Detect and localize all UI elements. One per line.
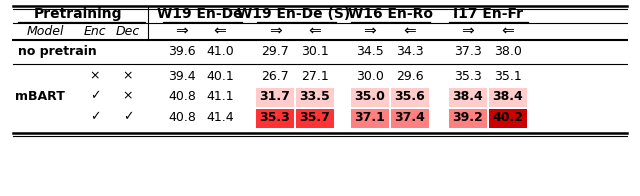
Text: 41.1: 41.1	[206, 90, 234, 103]
Text: ⇒: ⇒	[269, 24, 282, 38]
Text: 41.0: 41.0	[206, 44, 234, 57]
Text: 34.3: 34.3	[396, 44, 424, 57]
Text: Pretraining: Pretraining	[34, 7, 122, 21]
Text: ⇒: ⇒	[364, 24, 376, 38]
Text: ⇐: ⇐	[214, 24, 227, 38]
Text: 35.0: 35.0	[355, 90, 385, 103]
Text: 35.3: 35.3	[260, 111, 291, 123]
Text: 38.4: 38.4	[493, 90, 524, 103]
Text: ⇒: ⇒	[175, 24, 188, 38]
Text: 33.5: 33.5	[300, 90, 330, 103]
Text: 38.4: 38.4	[452, 90, 483, 103]
Text: 29.7: 29.7	[261, 44, 289, 57]
Text: 37.4: 37.4	[395, 111, 426, 123]
Text: Dec: Dec	[116, 24, 140, 37]
Text: 37.1: 37.1	[355, 111, 385, 123]
Text: Enc: Enc	[84, 24, 106, 37]
Text: 27.1: 27.1	[301, 70, 329, 83]
Text: Model: Model	[26, 24, 64, 37]
Text: W19 En-De (S): W19 En-De (S)	[237, 7, 351, 21]
Text: 40.8: 40.8	[168, 111, 196, 123]
Text: ✓: ✓	[90, 111, 100, 123]
Bar	[489, 87, 527, 106]
Bar	[449, 87, 487, 106]
Text: 31.7: 31.7	[260, 90, 291, 103]
Text: 34.5: 34.5	[356, 44, 384, 57]
Text: 26.7: 26.7	[261, 70, 289, 83]
Text: ×: ×	[90, 70, 100, 83]
Text: ×: ×	[123, 70, 133, 83]
Text: 40.1: 40.1	[206, 70, 234, 83]
Text: 37.3: 37.3	[454, 44, 482, 57]
Text: ✓: ✓	[123, 111, 133, 123]
Text: 29.6: 29.6	[396, 70, 424, 83]
Text: 39.2: 39.2	[452, 111, 483, 123]
Text: 35.6: 35.6	[395, 90, 426, 103]
Bar	[449, 109, 487, 128]
Bar	[256, 109, 294, 128]
Text: ⇐: ⇐	[502, 24, 515, 38]
Bar	[351, 109, 389, 128]
Text: 30.1: 30.1	[301, 44, 329, 57]
Text: 35.3: 35.3	[454, 70, 482, 83]
Text: 30.0: 30.0	[356, 70, 384, 83]
Text: ⇒: ⇒	[461, 24, 474, 38]
Text: 41.4: 41.4	[206, 111, 234, 123]
Bar	[296, 87, 334, 106]
Text: ✓: ✓	[90, 90, 100, 103]
Bar	[391, 87, 429, 106]
Text: I17 En-Fr: I17 En-Fr	[453, 7, 523, 21]
Bar	[391, 109, 429, 128]
Text: ⇐: ⇐	[404, 24, 417, 38]
Text: 40.2: 40.2	[493, 111, 524, 123]
Text: ×: ×	[123, 90, 133, 103]
Text: 35.1: 35.1	[494, 70, 522, 83]
Text: mBART: mBART	[15, 90, 65, 103]
Text: 39.4: 39.4	[168, 70, 196, 83]
Text: ⇐: ⇐	[308, 24, 321, 38]
Bar	[256, 87, 294, 106]
Text: W16 En-Ro: W16 En-Ro	[348, 7, 433, 21]
Text: W19 En-De: W19 En-De	[157, 7, 243, 21]
Text: 35.7: 35.7	[300, 111, 330, 123]
Text: 40.8: 40.8	[168, 90, 196, 103]
Bar	[296, 109, 334, 128]
Text: 38.0: 38.0	[494, 44, 522, 57]
Text: no pretrain: no pretrain	[18, 44, 97, 57]
Text: 39.6: 39.6	[168, 44, 196, 57]
Bar	[489, 109, 527, 128]
Bar	[351, 87, 389, 106]
